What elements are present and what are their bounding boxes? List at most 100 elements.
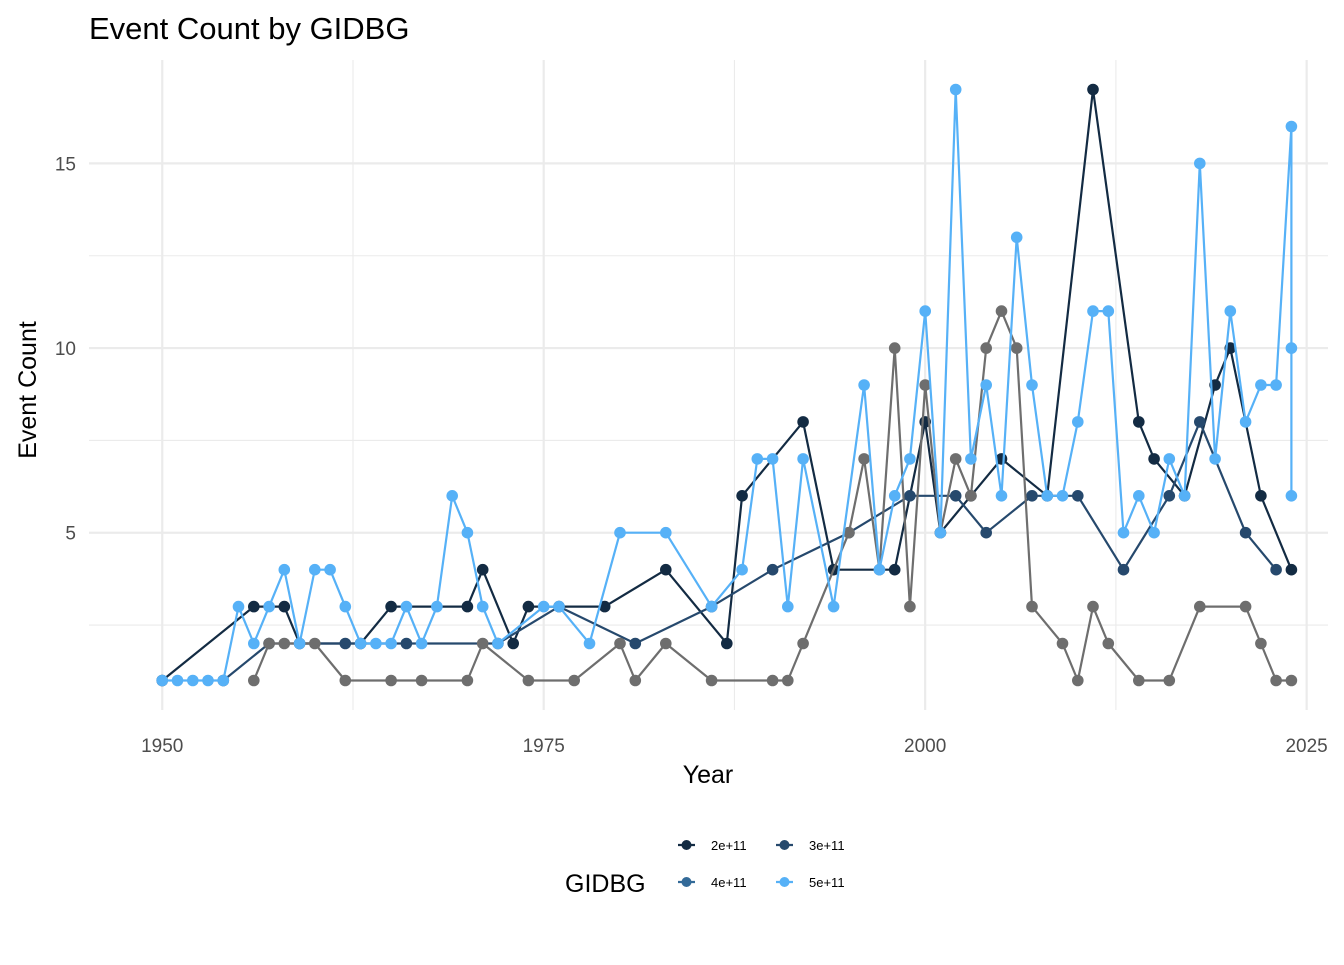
data-point <box>492 637 504 650</box>
chart-title: Event Count by GIDBG <box>89 11 409 46</box>
legend-key-point <box>681 877 692 887</box>
data-point <box>1056 490 1069 502</box>
y-tick-label: 15 <box>55 154 76 175</box>
data-point <box>400 637 413 650</box>
data-point <box>461 600 474 613</box>
data-point <box>1209 453 1221 465</box>
data-point <box>1087 305 1099 317</box>
data-point <box>980 526 992 539</box>
legend-key-point <box>779 840 790 850</box>
data-point <box>949 83 962 96</box>
data-point <box>1194 416 1206 428</box>
data-point <box>232 600 245 613</box>
data-point <box>797 637 809 650</box>
data-point <box>1026 600 1038 613</box>
data-point <box>1270 563 1282 576</box>
data-point <box>187 674 199 687</box>
data-point <box>1072 674 1084 687</box>
data-point <box>965 453 977 465</box>
data-point <box>476 600 489 613</box>
data-point <box>400 600 413 613</box>
data-point <box>248 637 260 650</box>
legend-key: 5e+11 <box>776 875 845 890</box>
legend-label: 5e+11 <box>809 875 845 890</box>
data-point <box>995 490 1008 502</box>
data-point <box>1010 342 1023 354</box>
data-point <box>1285 342 1298 354</box>
legend-title: GIDBG <box>565 870 646 898</box>
data-point <box>553 600 565 613</box>
data-point <box>949 453 962 465</box>
data-point <box>1270 674 1282 687</box>
data-point <box>934 526 947 539</box>
x-axis-title: Year <box>683 761 734 789</box>
data-point <box>507 637 519 650</box>
data-point <box>766 563 779 576</box>
data-point <box>1285 120 1298 133</box>
data-point <box>156 674 168 687</box>
data-point <box>797 453 809 465</box>
data-point <box>858 453 870 465</box>
data-point <box>461 526 474 539</box>
data-point <box>919 379 931 391</box>
data-point <box>1026 490 1038 502</box>
data-point <box>660 637 672 650</box>
data-point <box>705 600 718 613</box>
data-point <box>614 637 626 650</box>
data-point <box>263 600 275 613</box>
data-point <box>1285 563 1298 576</box>
data-point <box>904 453 916 465</box>
data-point <box>736 563 748 576</box>
data-point <box>309 563 321 576</box>
data-point <box>248 600 260 613</box>
series-line <box>162 88 1293 682</box>
data-point <box>1148 526 1160 539</box>
data-point <box>614 526 626 539</box>
data-point <box>827 600 840 613</box>
axis-labels: 1950 1975 2000 2025 5 10 15 <box>55 154 1328 757</box>
data-point <box>415 674 428 687</box>
x-tick-label: 2000 <box>904 736 946 757</box>
data-point <box>965 490 977 502</box>
data-point <box>1163 490 1176 502</box>
data-point <box>782 674 794 687</box>
data-point <box>888 342 901 354</box>
data-point <box>278 637 291 650</box>
series-group <box>156 83 1298 687</box>
data-point <box>888 490 901 502</box>
data-point <box>660 563 672 576</box>
data-point <box>1255 490 1267 502</box>
data-point <box>980 342 992 354</box>
legend-label: 4e+11 <box>711 875 747 890</box>
data-point <box>248 674 260 687</box>
data-point <box>1270 379 1282 391</box>
data-point <box>1239 600 1252 613</box>
data-point <box>629 637 642 650</box>
data-point <box>385 637 397 650</box>
x-tick-label: 2025 <box>1285 736 1327 757</box>
data-point <box>705 674 718 687</box>
data-point <box>1163 453 1176 465</box>
data-point <box>339 637 352 650</box>
legend-label: 3e+11 <box>809 838 845 853</box>
data-point <box>1239 526 1252 539</box>
data-point <box>415 637 428 650</box>
data-point <box>1255 637 1267 650</box>
data-point <box>1072 490 1084 502</box>
data-point <box>1117 526 1130 539</box>
series-layer <box>156 83 1298 687</box>
data-point <box>1133 416 1145 428</box>
data-point <box>476 637 489 650</box>
data-point <box>904 490 916 502</box>
data-point <box>1102 637 1115 650</box>
series-line <box>252 310 1292 682</box>
data-point <box>1056 637 1069 650</box>
data-point <box>660 526 672 539</box>
data-point <box>263 637 275 650</box>
data-point <box>583 637 596 650</box>
data-point <box>431 600 443 613</box>
data-point <box>171 674 184 687</box>
y-tick-label: 10 <box>55 339 76 360</box>
